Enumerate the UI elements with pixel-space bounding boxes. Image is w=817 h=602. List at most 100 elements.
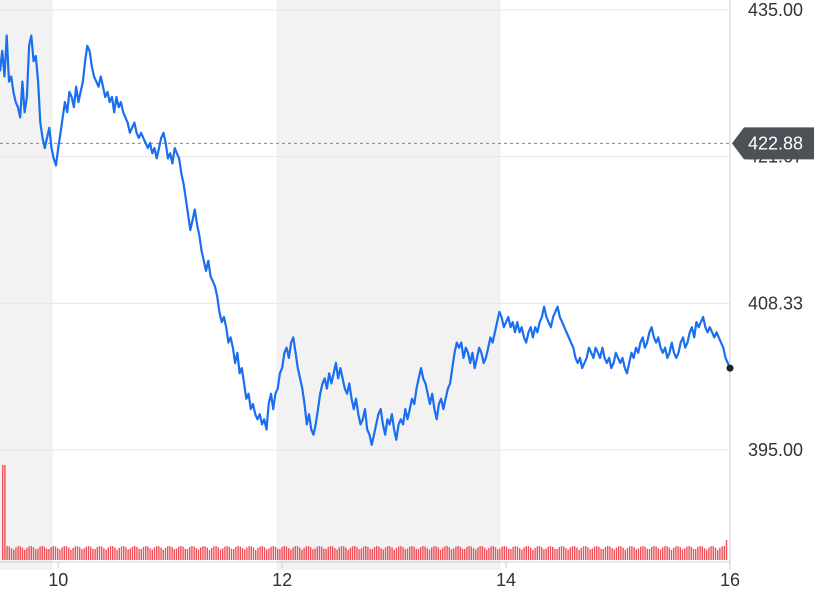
volume-bar <box>439 549 442 560</box>
volume-bar <box>695 548 697 560</box>
volume-bar <box>318 546 321 560</box>
volume-bar <box>426 548 428 560</box>
volume-bar <box>138 548 140 560</box>
volume-bar <box>516 546 519 560</box>
volume-bar <box>61 547 63 560</box>
volume-bar <box>310 547 312 560</box>
volume-bar <box>70 549 72 560</box>
volume-bar <box>288 548 290 560</box>
volume-bar <box>475 549 477 560</box>
volume-bar <box>85 546 87 560</box>
volume-bar <box>321 546 323 560</box>
volume-bar <box>622 547 624 560</box>
volume-bar <box>384 547 387 560</box>
volume-bar <box>472 548 475 560</box>
volume-bar <box>503 546 505 560</box>
volume-bar <box>74 546 76 560</box>
volume-bar <box>136 546 138 560</box>
volume-bar <box>24 549 26 560</box>
volume-bar <box>415 548 417 560</box>
volume-bar <box>466 546 468 560</box>
volume-bar <box>358 549 360 560</box>
volume-bar <box>444 546 446 560</box>
volume-bar <box>717 549 719 560</box>
volume-bar <box>59 549 61 560</box>
volume-bar <box>615 547 618 560</box>
volume-bar <box>455 546 457 560</box>
volume-bar <box>81 549 83 560</box>
volume-bar <box>457 546 459 560</box>
volume-bar <box>347 549 349 560</box>
volume-bar <box>613 549 615 560</box>
volume-bar <box>378 546 380 560</box>
volume-bar <box>567 549 569 560</box>
volume-bar <box>642 546 644 560</box>
x-tick-label: 12 <box>272 570 292 590</box>
volume-bar <box>545 548 547 560</box>
volume-bar <box>281 546 283 560</box>
volume-bar <box>72 547 74 560</box>
volume-bar <box>600 548 602 560</box>
shaded-band-1 <box>276 0 501 570</box>
volume-bar <box>10 548 13 560</box>
volume-bar <box>596 546 598 560</box>
volume-bar <box>435 546 437 560</box>
volume-bar <box>635 549 637 560</box>
volume-bar <box>413 546 415 560</box>
volume-bar <box>719 547 721 560</box>
price-line <box>0 34 732 446</box>
volume-bar <box>296 546 299 560</box>
volume-bar <box>96 546 98 560</box>
volume-bar <box>248 546 250 560</box>
volume-bar <box>721 546 723 560</box>
volume-bar <box>578 549 580 560</box>
volume-bar <box>558 546 560 560</box>
volume-bar <box>182 546 184 560</box>
volume-bar <box>433 546 435 560</box>
volume-bar <box>142 546 145 560</box>
volume-bar <box>571 546 574 560</box>
volume-bar <box>160 547 162 560</box>
volume-bar <box>714 547 717 560</box>
last-point-marker <box>726 364 734 372</box>
volume-bar <box>118 547 120 560</box>
volume-bar <box>21 547 24 560</box>
volume-bar <box>186 548 189 560</box>
volume-bar <box>208 549 211 560</box>
volume-bar <box>380 548 382 560</box>
volume-bar <box>365 546 367 560</box>
volume-bar <box>303 547 305 560</box>
volume-bar <box>563 546 565 560</box>
volume-bar <box>17 546 19 560</box>
volume-bar <box>127 549 129 560</box>
volume-bar <box>402 547 404 560</box>
volume-bar <box>222 548 224 560</box>
volume-bar <box>373 546 376 560</box>
volume-bar <box>13 549 15 560</box>
volume-bar <box>626 547 629 560</box>
volume-bar <box>101 546 103 560</box>
volume-bar <box>536 546 538 560</box>
volume-bar <box>446 546 448 560</box>
volume-bar <box>156 546 158 560</box>
volume-bar <box>178 546 180 560</box>
x-axis-ticks: 10 12 14 16 <box>48 562 740 590</box>
volume-bar <box>565 548 567 560</box>
volume-bar <box>30 546 32 560</box>
volume-bar <box>233 548 235 560</box>
volume-bar <box>662 547 664 560</box>
volume-bar <box>501 546 503 560</box>
volume-bar <box>239 546 241 560</box>
volume-bar <box>261 546 263 560</box>
volume-bar <box>527 546 530 560</box>
gridlines <box>0 0 731 570</box>
volume-bar <box>424 546 426 560</box>
volume-bar <box>334 548 336 560</box>
volume-bar <box>193 546 195 560</box>
volume-bar <box>569 547 571 560</box>
volume-bar <box>488 547 490 560</box>
volume-bar <box>611 548 613 560</box>
volume-bar <box>684 548 686 560</box>
volume-bar <box>109 546 112 560</box>
volume-bar <box>670 549 673 560</box>
